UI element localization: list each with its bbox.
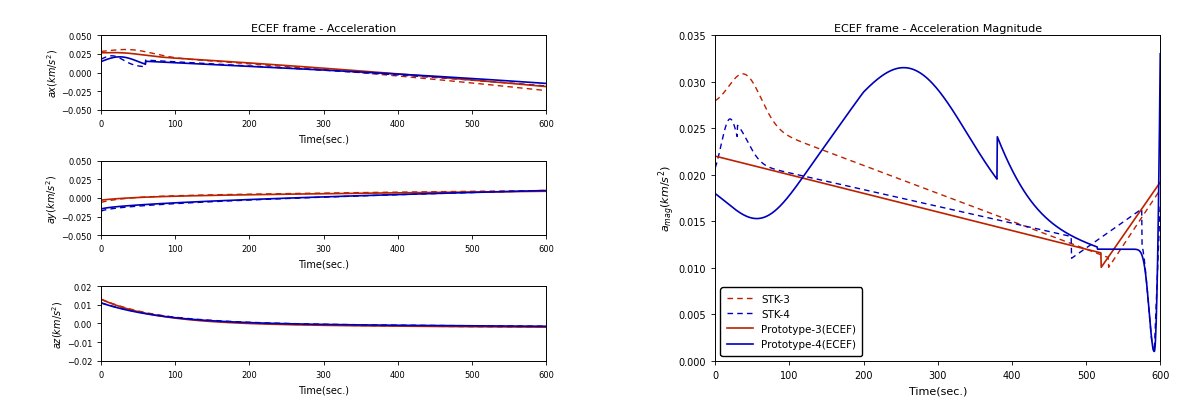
Y-axis label: $a_{mag}(km/s^2)$: $a_{mag}(km/s^2)$ bbox=[656, 165, 677, 232]
Title: ECEF frame - Acceleration Magnitude: ECEF frame - Acceleration Magnitude bbox=[834, 24, 1041, 34]
X-axis label: Time(sec.): Time(sec.) bbox=[299, 134, 349, 144]
X-axis label: Time(sec.): Time(sec.) bbox=[299, 385, 349, 395]
Title: ECEF frame - Acceleration: ECEF frame - Acceleration bbox=[251, 24, 396, 34]
Legend: STK-3, STK-4, Prototype-3(ECEF), Prototype-4(ECEF): STK-3, STK-4, Prototype-3(ECEF), Prototy… bbox=[720, 288, 863, 356]
Y-axis label: $ay(km/s^2)$: $ay(km/s^2)$ bbox=[44, 174, 61, 223]
Y-axis label: $ax(km/s^2)$: $ax(km/s^2)$ bbox=[45, 49, 61, 98]
Y-axis label: $az(km/s^2)$: $az(km/s^2)$ bbox=[50, 300, 65, 348]
X-axis label: Time(sec.): Time(sec.) bbox=[299, 259, 349, 269]
X-axis label: Time(sec.): Time(sec.) bbox=[908, 385, 967, 395]
